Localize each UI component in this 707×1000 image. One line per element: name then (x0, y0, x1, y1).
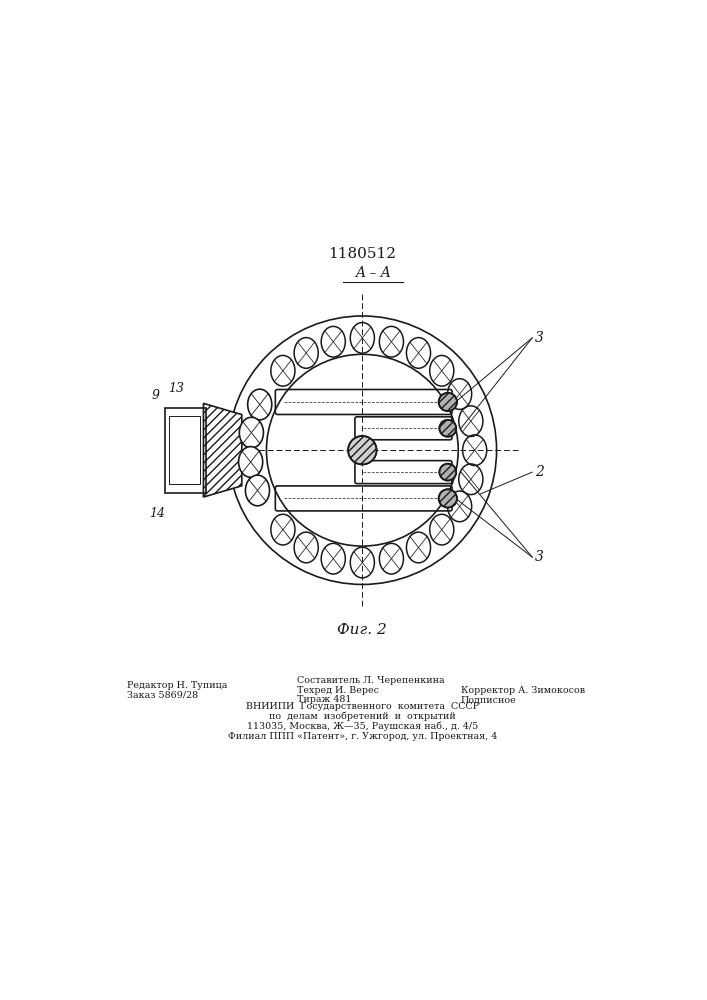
Text: A – A: A – A (356, 266, 391, 280)
Text: Тираж 481: Тираж 481 (297, 695, 351, 704)
Bar (170, 416, 199, 484)
Text: Составитель Л. Черепенкина: Составитель Л. Черепенкина (297, 676, 444, 685)
Ellipse shape (247, 389, 271, 420)
Text: 9: 9 (151, 389, 159, 402)
Ellipse shape (439, 464, 456, 481)
Text: ВНИИПИ  Государственного  комитета  СССР: ВНИИПИ Государственного комитета СССР (246, 702, 479, 711)
Text: Редактор Н. Тупица: Редактор Н. Тупица (127, 681, 227, 690)
Text: по  делам  изобретений  и  открытий: по делам изобретений и открытий (269, 712, 456, 721)
Ellipse shape (438, 489, 457, 508)
Polygon shape (204, 403, 242, 497)
Text: 3: 3 (535, 550, 544, 564)
Text: Филиал ППП «Патент», г. Ужгород, ул. Проектная, 4: Филиал ППП «Патент», г. Ужгород, ул. Про… (228, 732, 497, 741)
Ellipse shape (245, 475, 269, 506)
Text: 13: 13 (168, 382, 184, 395)
Text: Подписное: Подписное (461, 695, 517, 704)
Ellipse shape (240, 417, 264, 448)
Text: Заказ 5869/28: Заказ 5869/28 (127, 691, 198, 700)
Bar (165, 408, 206, 493)
Ellipse shape (439, 420, 456, 437)
Text: 3: 3 (535, 331, 544, 345)
Ellipse shape (438, 393, 457, 411)
Text: Техред И. Верес: Техред И. Верес (297, 686, 378, 695)
Ellipse shape (348, 436, 377, 464)
Ellipse shape (238, 447, 263, 477)
Text: 113035, Москва, Ж—35, Раушская наб., д. 4/5: 113035, Москва, Ж—35, Раушская наб., д. … (247, 722, 478, 731)
Text: 14: 14 (149, 507, 165, 520)
Text: 2: 2 (535, 465, 544, 479)
Text: Корректор А. Зимокосов: Корректор А. Зимокосов (461, 686, 585, 695)
Text: Фиг. 2: Фиг. 2 (337, 623, 387, 637)
Text: 1180512: 1180512 (328, 247, 397, 261)
